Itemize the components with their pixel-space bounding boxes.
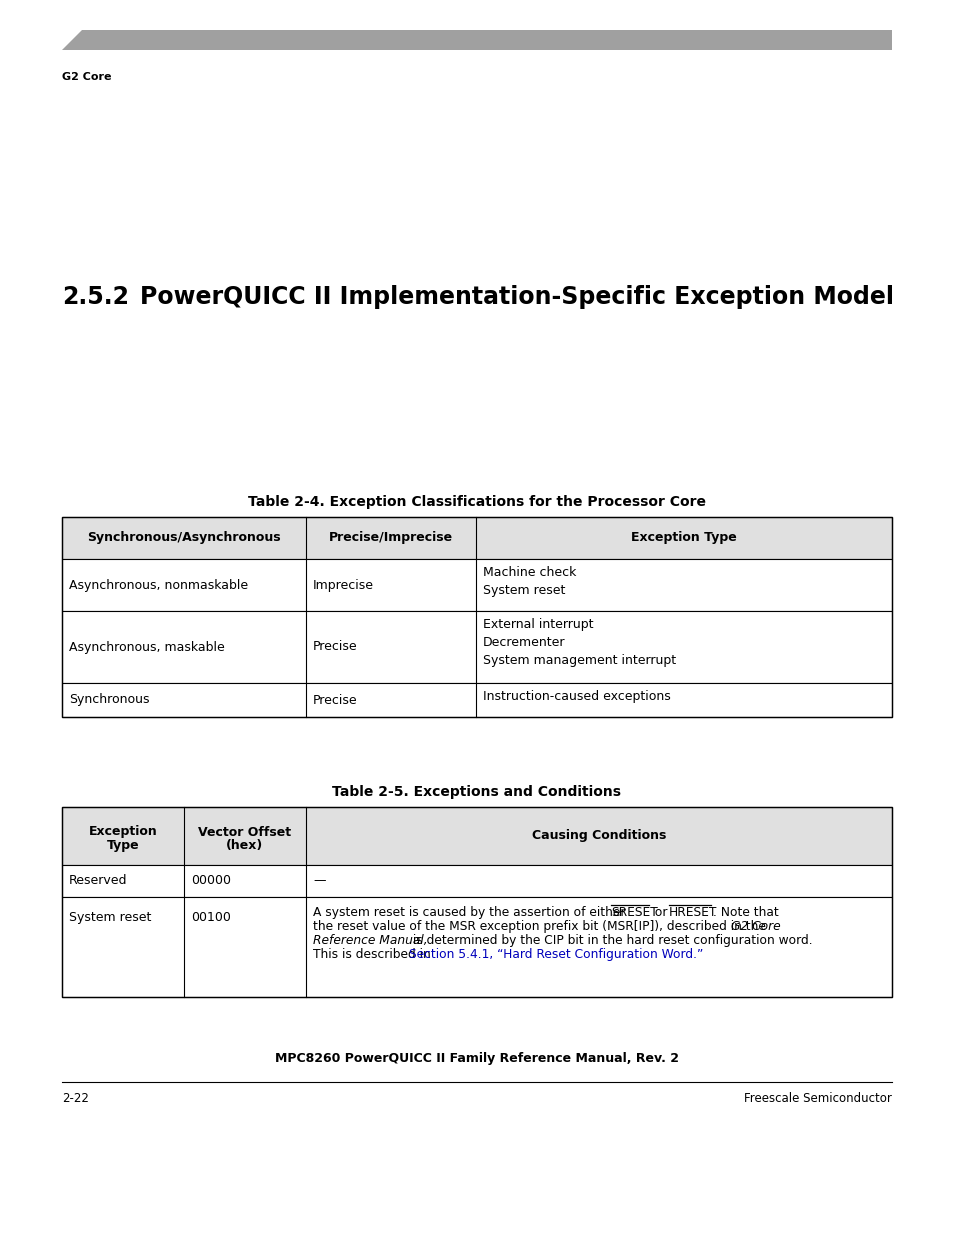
Text: Imprecise: Imprecise [313,578,374,592]
Bar [62,806,891,997]
Text: . Note that: . Note that [712,906,778,919]
Text: A system reset is caused by the assertion of either: A system reset is caused by the assertio… [313,906,629,919]
Text: HRESET: HRESET [668,906,717,919]
Text: System reset: System reset [69,911,152,924]
Text: External interrupt
Decrementer
System management interrupt: External interrupt Decrementer System ma… [482,618,676,667]
Text: This is described in: This is described in [313,948,435,961]
Text: Causing Conditions: Causing Conditions [531,830,665,842]
Text: Table 2-5. Exceptions and Conditions: Table 2-5. Exceptions and Conditions [333,785,620,799]
Text: —: — [313,874,325,888]
Bar [62,683,891,718]
Text: 2-22: 2-22 [62,1092,89,1105]
Text: Instruction-caused exceptions: Instruction-caused exceptions [482,690,670,703]
Bar [62,897,891,997]
Text: Asynchronous, maskable: Asynchronous, maskable [69,641,225,653]
Text: MPC8260 PowerQUICC II Family Reference Manual, Rev. 2: MPC8260 PowerQUICC II Family Reference M… [274,1052,679,1065]
Text: Vector Offset: Vector Offset [198,825,292,839]
Text: Exception: Exception [89,825,157,839]
Text: 00100: 00100 [191,911,231,924]
Bar [62,806,891,864]
Text: Reserved: Reserved [69,874,128,888]
Text: Precise/Imprecise: Precise/Imprecise [329,531,453,545]
Text: is determined by the CIP bit in the hard reset configuration word.: is determined by the CIP bit in the hard… [409,934,812,947]
Text: Table 2-4. Exception Classifications for the Processor Core: Table 2-4. Exception Classifications for… [248,495,705,509]
Text: Freescale Semiconductor: Freescale Semiconductor [743,1092,891,1105]
Text: (hex): (hex) [226,840,263,852]
Text: Reference Manual,: Reference Manual, [313,934,427,947]
Text: Synchronous/Asynchronous: Synchronous/Asynchronous [87,531,280,545]
Text: Synchronous: Synchronous [69,694,150,706]
Text: Exception Type: Exception Type [631,531,736,545]
Text: Asynchronous, nonmaskable: Asynchronous, nonmaskable [69,578,248,592]
Text: Precise: Precise [313,641,357,653]
Bar [62,517,891,718]
Polygon shape [62,30,891,49]
Bar [62,559,891,611]
Text: PowerQUICC II Implementation-Specific Exception Model: PowerQUICC II Implementation-Specific Ex… [140,285,893,309]
Text: the reset value of the MSR exception prefix bit (MSR[IP]), described in the: the reset value of the MSR exception pre… [313,920,769,932]
Text: Type: Type [107,840,139,852]
Text: G2 Core: G2 Core [62,72,112,82]
Text: Machine check
System reset: Machine check System reset [482,566,576,597]
Text: 00000: 00000 [191,874,231,888]
Bar [62,864,891,897]
Text: Precise: Precise [313,694,357,706]
Text: G2 Core: G2 Core [730,920,780,932]
Bar [62,517,891,559]
Bar [62,611,891,683]
Text: Section 5.4.1, “Hard Reset Configuration Word.”: Section 5.4.1, “Hard Reset Configuration… [409,948,702,961]
Text: or: or [650,906,671,919]
Text: 2.5.2: 2.5.2 [62,285,129,309]
Text: SRESET: SRESET [610,906,657,919]
